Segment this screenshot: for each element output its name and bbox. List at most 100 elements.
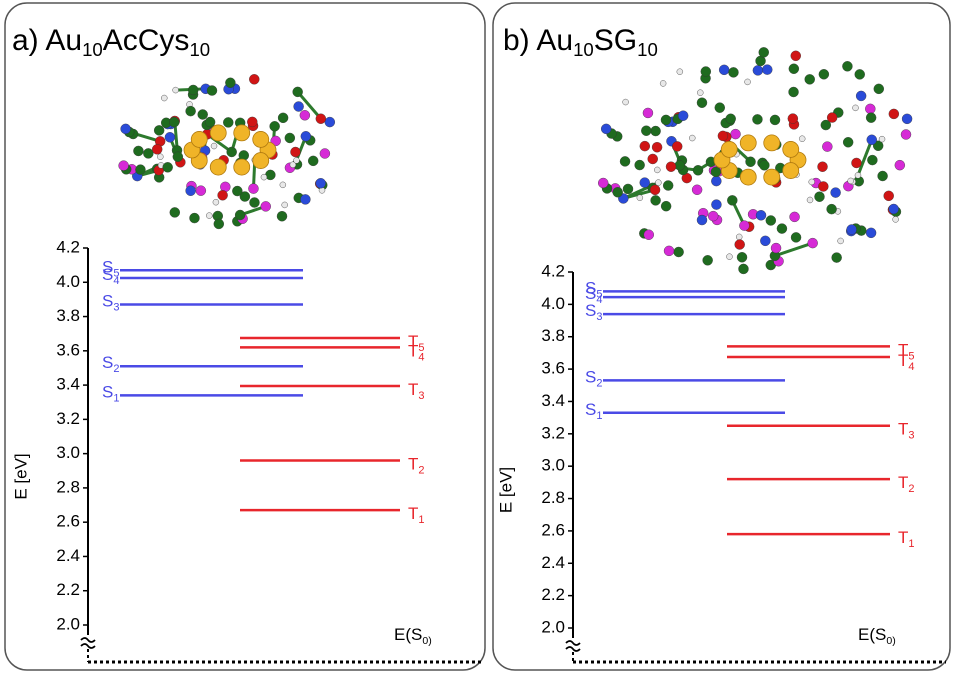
y-tick-label: 4.2 (56, 237, 80, 256)
y-tick-label: 4.0 (541, 294, 565, 313)
level-label-index: 1 (908, 538, 914, 550)
atom (278, 113, 288, 123)
atom (746, 157, 756, 167)
atom (711, 176, 721, 186)
y-tick-label: 3.2 (56, 409, 80, 428)
y-tick-label: 2.2 (56, 580, 80, 599)
atom (623, 99, 629, 105)
atom (805, 74, 815, 84)
atom (601, 124, 611, 134)
atom (654, 167, 660, 173)
atom (248, 184, 258, 194)
atom (770, 115, 780, 125)
atom (207, 86, 217, 96)
y-tick-label: 4.0 (56, 272, 80, 291)
atom (135, 165, 145, 175)
level-label-index: 4 (908, 361, 914, 373)
atom (664, 246, 674, 256)
atom (121, 124, 131, 134)
atom (851, 158, 861, 168)
gold-atom (234, 159, 250, 175)
atom (711, 200, 721, 210)
panel-title-part: 10 (82, 39, 103, 60)
level-label-base: S (585, 279, 596, 298)
atom (643, 108, 653, 118)
level-label-base: S (102, 383, 113, 402)
baseline-label: E(S0) (858, 625, 896, 646)
atom (697, 215, 707, 225)
y-tick-label: 2.4 (56, 546, 80, 565)
atom (788, 114, 798, 124)
y-tick-label: 3.0 (56, 443, 80, 462)
atom (843, 137, 853, 147)
y-tick-label: 2.2 (541, 585, 565, 604)
level-label-index: 3 (113, 301, 119, 313)
y-tick-label: 2.8 (56, 477, 80, 496)
gold-atom (721, 141, 737, 157)
atom (762, 65, 772, 75)
atom (227, 147, 237, 157)
atom (214, 219, 224, 229)
level-label: T5 (898, 341, 915, 362)
atom (261, 201, 271, 211)
atom (819, 69, 829, 79)
atom (119, 161, 129, 171)
atom (848, 178, 854, 184)
atom (154, 125, 164, 135)
atom (198, 109, 208, 119)
atom (867, 155, 877, 165)
atom (799, 136, 805, 142)
gold-atom (740, 169, 756, 185)
atom (831, 188, 841, 198)
atom (620, 156, 630, 166)
atom (693, 165, 703, 175)
atom (674, 247, 684, 257)
atom (613, 187, 623, 197)
baseline-label-part: E(S (394, 625, 422, 644)
atom (301, 131, 311, 141)
atom (173, 152, 183, 162)
atom (735, 240, 745, 250)
axis-break (81, 638, 95, 648)
atom (677, 69, 683, 75)
y-tick-label: 3.2 (541, 423, 565, 442)
level-label: S5 (585, 279, 602, 300)
atom (270, 121, 280, 131)
atom (666, 162, 676, 172)
level-label-base: T (408, 455, 418, 474)
baseline-label-part: E(S (858, 625, 886, 644)
atom (157, 154, 163, 160)
atom (661, 115, 671, 125)
level-label: S5 (102, 258, 119, 279)
atom (660, 80, 666, 86)
atom (701, 67, 711, 77)
gold-atom (764, 135, 780, 151)
atom (165, 132, 175, 142)
atom (856, 91, 866, 101)
atom (753, 65, 763, 75)
atom (640, 141, 650, 151)
atom (232, 186, 242, 196)
panel-title-part: AcCys (103, 24, 190, 57)
level-label-index: 1 (418, 514, 424, 526)
level-label: T3 (898, 420, 915, 441)
panel-title: a) Au10AcCys10 (12, 24, 210, 60)
level-label-index: 5 (596, 288, 602, 300)
atom (901, 129, 911, 139)
y-tick-label: 4.2 (541, 261, 565, 280)
axis-break (566, 641, 580, 651)
atom (731, 129, 741, 139)
gold-atom (253, 131, 269, 147)
gold-atom (191, 131, 207, 147)
level-label-base: S (585, 368, 596, 387)
level-label: S3 (102, 292, 119, 313)
atom (827, 204, 837, 214)
atom (644, 230, 654, 240)
panel-title: b) Au10SG10 (503, 24, 658, 60)
atom (827, 113, 837, 123)
atom (316, 178, 326, 188)
atom (161, 95, 167, 101)
level-label-index: 2 (113, 363, 119, 375)
level-label-index: 2 (908, 483, 914, 495)
atom (186, 106, 196, 116)
